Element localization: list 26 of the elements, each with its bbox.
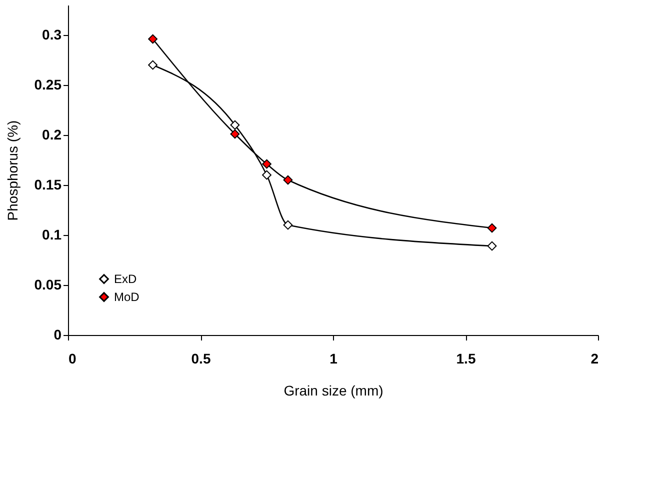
x-tick-label: 1.5 [456,350,476,366]
y-tick-label: 0.1 [42,226,62,242]
point [283,175,293,185]
point [148,34,158,44]
y-tick-label: 0.05 [34,276,62,292]
point [283,220,293,230]
point [148,60,158,70]
point [262,170,272,180]
x-axis-title: Grain size (mm) [284,382,384,398]
y-tick-label: 0.15 [34,176,62,192]
legend-label: ExD [114,272,138,286]
point [487,223,497,233]
x-tick-label: 0 [68,350,76,366]
y-tick-label: 0.3 [42,26,62,42]
y-axis-title: Phosphorus (%) [4,120,20,221]
point [230,120,240,130]
x-tick-label: 1 [330,350,338,366]
point [487,241,497,251]
x-tick-label: 2 [590,350,599,366]
y-tick-label: 0.25 [34,76,62,92]
y-tick-label: 0.2 [42,126,62,142]
legend-label: MoD [114,290,140,304]
point [230,129,240,139]
x-tick-label: 0.5 [191,350,211,366]
y-tick-label: 0 [54,326,62,342]
point [262,159,272,169]
